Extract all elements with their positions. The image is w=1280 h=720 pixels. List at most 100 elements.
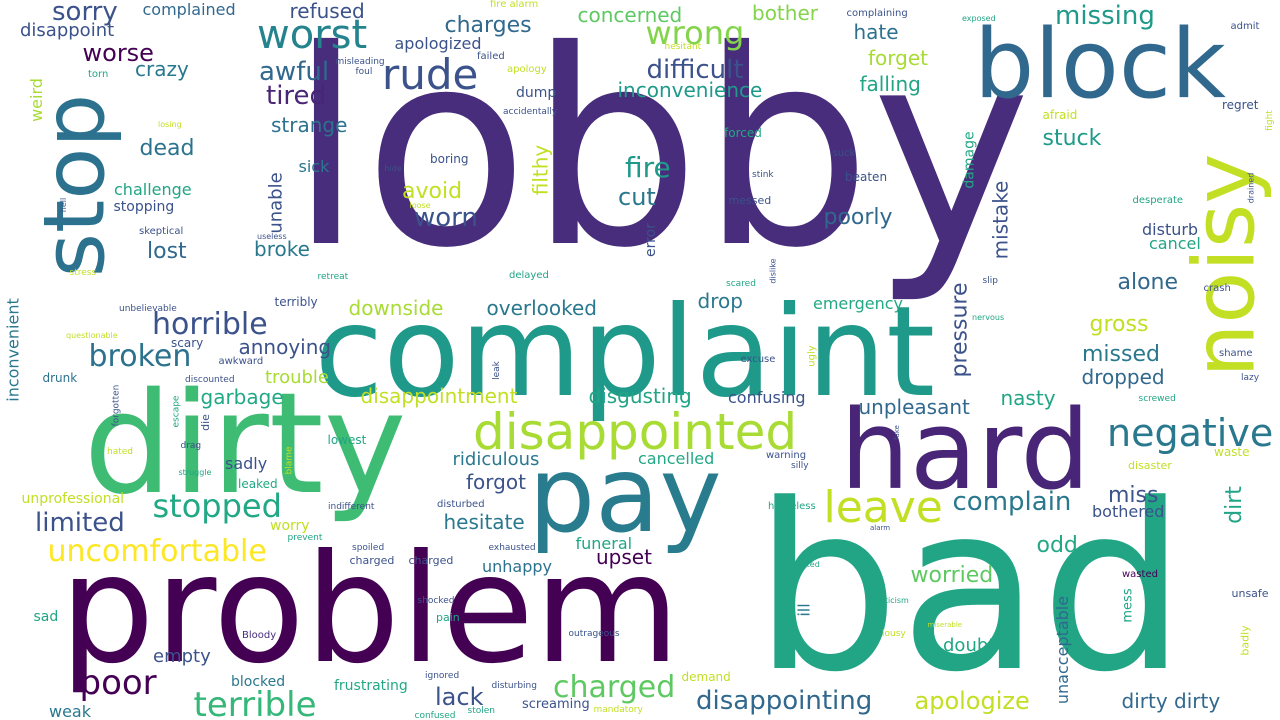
word-ignored: ignored <box>425 670 460 681</box>
word-disturbed: disturbed <box>437 499 485 510</box>
word-regret: regret <box>1222 98 1259 112</box>
word-lack: lack <box>435 683 484 711</box>
word-accidentally: accidentally <box>503 106 558 117</box>
word-stink: stink <box>752 169 774 180</box>
word-damage: damage <box>961 131 978 189</box>
word-indifferent: indifferent <box>328 501 375 512</box>
word-worse: worse <box>82 39 154 67</box>
word-apologized: apologized <box>394 34 482 53</box>
word-pressure: pressure <box>947 282 973 378</box>
word-odd: odd <box>1036 533 1078 558</box>
word-admit: admit <box>1230 21 1260 32</box>
word-apologize: apologize <box>914 687 1030 715</box>
word-concerned: concerned <box>577 3 683 27</box>
word-unprofessional: unprofessional <box>21 491 125 507</box>
word-pay: pay <box>528 433 722 556</box>
word-stolen: stolen <box>467 705 495 716</box>
word-excuse: excuse <box>740 354 776 365</box>
word-sadly: sadly <box>225 454 268 473</box>
word-hard: hard <box>840 386 1091 514</box>
word-failed: failed <box>477 51 505 62</box>
word-frustrated: frustrated <box>780 560 820 569</box>
word-bother: bother <box>752 1 818 25</box>
word-tired: tired <box>266 81 327 111</box>
word-garbage: garbage <box>200 385 284 409</box>
word-useless: useless <box>257 232 287 241</box>
word-suck: suck <box>832 148 856 159</box>
word-disappoint: disappoint <box>20 20 115 41</box>
word-loose: loose <box>409 201 431 210</box>
word-fake: fake <box>892 424 901 440</box>
word-leave: leave <box>823 482 943 533</box>
word-drop: drop <box>697 289 743 313</box>
word-misleading: misleading <box>335 56 385 67</box>
word-retreat: retreat <box>317 271 349 282</box>
word-sad: sad <box>33 609 59 625</box>
word-spoiled: spoiled <box>352 542 385 553</box>
word-alarm: alarm <box>870 523 891 532</box>
word-fire-alarm: fire alarm <box>490 0 539 10</box>
word-stopped: stopped <box>152 487 282 525</box>
word-avoid: avoid <box>402 179 463 204</box>
word-ugly: ugly <box>806 345 818 367</box>
word-doubt: doubt <box>943 635 996 656</box>
word-charged: charged <box>553 670 676 705</box>
word-stress: stress <box>69 267 97 278</box>
word-miserable: miserable <box>927 620 963 629</box>
word-sick: sick <box>298 157 330 176</box>
word-downside: downside <box>348 296 444 320</box>
word-nasty: nasty <box>1000 386 1056 410</box>
word-losing: losing <box>158 120 182 129</box>
word-shame: shame <box>1219 348 1253 359</box>
word-slip: slip <box>982 275 998 286</box>
word-unable: unable <box>265 172 287 234</box>
word-dump: dump <box>516 85 557 101</box>
word-alone: alone <box>1117 270 1179 295</box>
word-weak: weak <box>49 702 91 720</box>
word-delayed: delayed <box>509 270 549 281</box>
word-crazy: crazy <box>135 57 189 81</box>
word-homeless: homeless <box>768 501 816 512</box>
word-problem: problem <box>59 523 681 697</box>
word-uncomfortable: uncomfortable <box>47 534 267 569</box>
word-disappointing: disappointing <box>696 686 873 716</box>
word-dirt: dirt <box>1221 486 1247 524</box>
word-beaten: beaten <box>845 170 888 184</box>
word-pain: pain <box>436 610 460 624</box>
word-worn: worn <box>414 203 478 233</box>
word-confusing: confusing <box>728 388 806 407</box>
word-drunk: drunk <box>42 371 78 385</box>
word-hesitant: hesitant <box>664 41 702 52</box>
word-trouble: trouble <box>265 367 329 388</box>
word-ridiculous: ridiculous <box>452 449 540 470</box>
word-hate: hate <box>853 20 899 44</box>
word-falling: falling <box>859 72 921 96</box>
word-empty: empty <box>153 646 211 667</box>
word-lousy: lousy <box>882 628 906 639</box>
word-hide: hide <box>384 164 402 173</box>
word-disturb: disturb <box>1142 220 1199 239</box>
word-scared: scared <box>726 278 756 289</box>
word-unpleasant: unpleasant <box>858 395 970 419</box>
word-emergency: emergency <box>813 294 903 313</box>
word-disturbing: disturbing <box>491 680 537 691</box>
word-hesitate: hesitate <box>443 510 525 534</box>
word-screaming: screaming <box>522 696 590 712</box>
word-dropped: dropped <box>1081 365 1165 389</box>
word-apology: apology <box>507 64 547 75</box>
word-mandatory: mandatory <box>593 704 643 715</box>
word-torn: torn <box>88 69 109 80</box>
word-error: error <box>642 223 659 257</box>
word-confused: confused <box>414 710 456 720</box>
word-exhausted: exhausted <box>488 542 536 553</box>
word-die: die <box>198 413 212 431</box>
word-waste: waste <box>1214 445 1250 459</box>
word-filthy: filthy <box>527 144 552 196</box>
word-hell: hell <box>59 197 69 213</box>
word-disaster: disaster <box>1128 458 1172 472</box>
word-complaining: complaining <box>846 8 908 19</box>
word-charges: charges <box>444 13 532 38</box>
word-stuck: stuck <box>1042 126 1102 151</box>
word-poor: poor <box>79 663 157 703</box>
